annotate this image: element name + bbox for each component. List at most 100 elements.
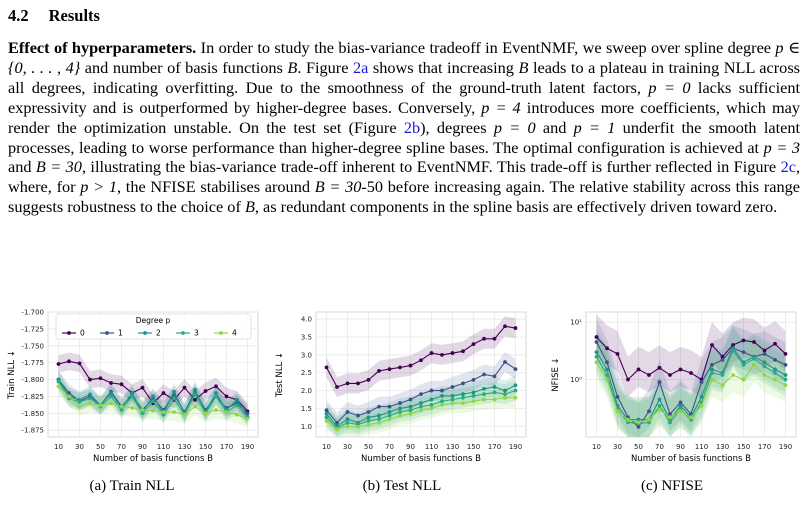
data-point <box>172 410 176 414</box>
data-point <box>172 389 176 394</box>
figure-ref-2a[interactable]: 2a <box>352 57 369 77</box>
data-point <box>377 413 381 418</box>
data-point <box>731 343 735 347</box>
x-tick-label: 150 <box>199 443 212 451</box>
data-point <box>783 351 788 356</box>
data-point <box>783 373 788 377</box>
series-band-1 <box>596 319 786 437</box>
data-point <box>636 420 641 425</box>
x-tick-label: 130 <box>446 443 459 451</box>
data-point <box>335 385 339 389</box>
data-point <box>56 379 61 384</box>
data-point <box>345 424 350 429</box>
data-point <box>98 403 103 408</box>
data-point <box>594 350 599 355</box>
data-point <box>77 361 82 366</box>
data-point <box>626 420 630 425</box>
data-point <box>626 417 630 422</box>
data-point <box>492 374 497 379</box>
data-point <box>513 326 518 330</box>
data-point <box>356 381 360 386</box>
legend-label: 0 <box>80 329 85 338</box>
data-point <box>720 373 725 377</box>
data-point <box>741 377 746 382</box>
data-point <box>193 397 197 402</box>
legend-marker <box>105 331 109 335</box>
text-run: ), degrees <box>420 117 494 137</box>
data-point <box>492 385 497 389</box>
data-point <box>408 397 413 402</box>
y-axis-label: Test NLL ↓ <box>275 352 285 398</box>
data-point <box>668 373 672 377</box>
data-point <box>366 422 371 427</box>
data-point <box>366 377 371 382</box>
data-point <box>98 376 103 381</box>
data-point <box>678 403 683 408</box>
data-point <box>387 413 392 418</box>
text-run: leads to a plateau in training NLL acros… <box>8 57 800 97</box>
data-point <box>398 410 402 414</box>
data-point <box>783 362 788 367</box>
data-point <box>720 383 725 388</box>
text-run: , illustrating the bias-variance trade-o… <box>81 157 781 177</box>
y-tick-label: 3.5 <box>301 334 312 342</box>
data-point <box>77 399 82 404</box>
x-tick-label: 10 <box>592 443 601 451</box>
data-point <box>503 392 507 397</box>
figure-ref-2c[interactable]: 2c <box>780 157 796 177</box>
data-point <box>594 340 599 344</box>
figure-ref-2b[interactable]: 2b <box>403 117 421 137</box>
data-point <box>203 411 208 416</box>
data-point <box>377 420 381 425</box>
data-point <box>88 396 92 401</box>
data-point <box>741 350 746 355</box>
y-tick-label: -1.725 <box>21 325 44 333</box>
plot-area <box>315 311 527 438</box>
x-tick-label: 90 <box>406 443 415 451</box>
data-point <box>140 385 145 390</box>
data-point <box>461 349 465 354</box>
data-point <box>647 373 651 377</box>
data-point <box>366 419 371 423</box>
data-point <box>214 408 218 412</box>
legend-marker <box>143 331 147 335</box>
math-run: p = 0 <box>493 117 536 137</box>
data-point <box>741 362 746 367</box>
data-point <box>387 404 392 409</box>
data-point <box>429 351 434 355</box>
data-point <box>471 399 476 404</box>
data-point <box>513 395 518 400</box>
text-run: -50 before increasing again. The relativ… <box>8 177 801 217</box>
data-point <box>408 404 413 409</box>
x-tick-label: 150 <box>467 443 480 451</box>
legend-label: 4 <box>232 329 237 338</box>
train-nll-chart: 10 30 50 70 90 110 130 150 170 190-1.700-1.725-1.… <box>7 309 259 464</box>
data-point <box>615 351 620 356</box>
data-point <box>461 381 465 386</box>
data-point <box>450 394 455 398</box>
data-point <box>720 354 725 359</box>
data-point <box>324 411 329 416</box>
data-point <box>492 336 497 341</box>
nfise-chart: 10 30 50 70 90 110 130 150 170 190 10⁰ 10¹ Number of… <box>551 311 797 464</box>
data-point <box>109 391 113 395</box>
data-point <box>731 373 735 377</box>
data-point <box>151 408 155 413</box>
text-run: and number of basis functions <box>80 57 288 77</box>
math-run: p > 1 <box>80 177 117 197</box>
x-axis-label: Number of basis functions B <box>631 454 751 464</box>
data-point <box>461 392 465 397</box>
data-point <box>461 401 465 405</box>
x-tick-label: 130 <box>178 443 191 451</box>
data-point <box>151 399 155 404</box>
data-point <box>245 416 250 421</box>
y-tick-label: 4.0 <box>301 316 312 324</box>
data-point <box>636 367 641 372</box>
math-run: B <box>518 57 529 77</box>
text-run: introduces more coefficients, which may … <box>8 97 800 137</box>
data-point <box>377 369 381 373</box>
data-point <box>193 392 197 397</box>
data-point <box>408 411 413 416</box>
data-point <box>773 371 777 375</box>
data-point <box>398 401 402 405</box>
